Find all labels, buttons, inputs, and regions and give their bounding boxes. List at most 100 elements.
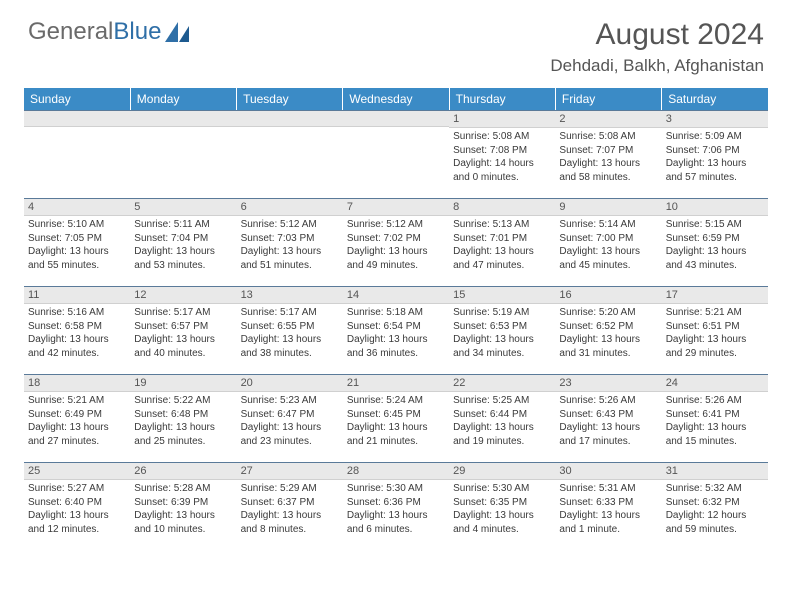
- cell-content: Sunrise: 5:26 AMSunset: 6:43 PMDaylight:…: [555, 392, 661, 452]
- calendar-cell: [343, 110, 449, 198]
- day-header: Wednesday: [343, 88, 449, 110]
- sunrise-text: Sunrise: 5:19 AM: [453, 306, 551, 320]
- sunset-text: Sunset: 6:35 PM: [453, 496, 551, 510]
- cell-content: Sunrise: 5:13 AMSunset: 7:01 PMDaylight:…: [449, 216, 555, 276]
- day-number: 17: [662, 286, 768, 304]
- cell-content: Sunrise: 5:14 AMSunset: 7:00 PMDaylight:…: [555, 216, 661, 276]
- calendar-week: 1Sunrise: 5:08 AMSunset: 7:08 PMDaylight…: [24, 110, 768, 198]
- sunrise-text: Sunrise: 5:26 AM: [666, 394, 764, 408]
- calendar-cell: 17Sunrise: 5:21 AMSunset: 6:51 PMDayligh…: [662, 286, 768, 374]
- cell-content: Sunrise: 5:24 AMSunset: 6:45 PMDaylight:…: [343, 392, 449, 452]
- calendar-cell: 10Sunrise: 5:15 AMSunset: 6:59 PMDayligh…: [662, 198, 768, 286]
- sunset-text: Sunset: 6:52 PM: [559, 320, 657, 334]
- daylight-text: Daylight: 13 hours and 23 minutes.: [241, 421, 339, 448]
- sail-icon: [165, 22, 191, 42]
- sunset-text: Sunset: 6:43 PM: [559, 408, 657, 422]
- cell-content: Sunrise: 5:28 AMSunset: 6:39 PMDaylight:…: [130, 480, 236, 540]
- sunrise-text: Sunrise: 5:10 AM: [28, 218, 126, 232]
- calendar-cell: 15Sunrise: 5:19 AMSunset: 6:53 PMDayligh…: [449, 286, 555, 374]
- cell-content: Sunrise: 5:16 AMSunset: 6:58 PMDaylight:…: [24, 304, 130, 364]
- sunset-text: Sunset: 6:59 PM: [666, 232, 764, 246]
- sunrise-text: Sunrise: 5:17 AM: [241, 306, 339, 320]
- day-header: Friday: [555, 88, 661, 110]
- daylight-text: Daylight: 13 hours and 34 minutes.: [453, 333, 551, 360]
- calendar-cell: 30Sunrise: 5:31 AMSunset: 6:33 PMDayligh…: [555, 462, 661, 550]
- cell-content: Sunrise: 5:21 AMSunset: 6:49 PMDaylight:…: [24, 392, 130, 452]
- calendar-cell: [130, 110, 236, 198]
- daylight-text: Daylight: 13 hours and 51 minutes.: [241, 245, 339, 272]
- sunrise-text: Sunrise: 5:28 AM: [134, 482, 232, 496]
- day-number: 11: [24, 286, 130, 304]
- cell-content: Sunrise: 5:27 AMSunset: 6:40 PMDaylight:…: [24, 480, 130, 540]
- logo-text-gray: General: [28, 18, 113, 46]
- daylight-text: Daylight: 12 hours and 59 minutes.: [666, 509, 764, 536]
- sunset-text: Sunset: 6:32 PM: [666, 496, 764, 510]
- calendar-cell: [237, 110, 343, 198]
- daylight-text: Daylight: 13 hours and 8 minutes.: [241, 509, 339, 536]
- daylight-text: Daylight: 13 hours and 12 minutes.: [28, 509, 126, 536]
- day-number: 10: [662, 198, 768, 216]
- sunset-text: Sunset: 6:57 PM: [134, 320, 232, 334]
- day-number: 13: [237, 286, 343, 304]
- calendar-cell: 24Sunrise: 5:26 AMSunset: 6:41 PMDayligh…: [662, 374, 768, 462]
- calendar-cell: 4Sunrise: 5:10 AMSunset: 7:05 PMDaylight…: [24, 198, 130, 286]
- calendar-body: 1Sunrise: 5:08 AMSunset: 7:08 PMDaylight…: [24, 110, 768, 550]
- calendar-cell: 27Sunrise: 5:29 AMSunset: 6:37 PMDayligh…: [237, 462, 343, 550]
- sunrise-text: Sunrise: 5:21 AM: [666, 306, 764, 320]
- sunrise-text: Sunrise: 5:08 AM: [453, 130, 551, 144]
- sunset-text: Sunset: 6:44 PM: [453, 408, 551, 422]
- cell-content: Sunrise: 5:12 AMSunset: 7:03 PMDaylight:…: [237, 216, 343, 276]
- sunrise-text: Sunrise: 5:09 AM: [666, 130, 764, 144]
- day-number: 9: [555, 198, 661, 216]
- cell-content: Sunrise: 5:18 AMSunset: 6:54 PMDaylight:…: [343, 304, 449, 364]
- day-number: 29: [449, 462, 555, 480]
- calendar-cell: 16Sunrise: 5:20 AMSunset: 6:52 PMDayligh…: [555, 286, 661, 374]
- day-number: [237, 110, 343, 127]
- daylight-text: Daylight: 14 hours and 0 minutes.: [453, 157, 551, 184]
- logo: GeneralBlue: [28, 18, 191, 46]
- sunset-text: Sunset: 7:00 PM: [559, 232, 657, 246]
- day-number: [343, 110, 449, 127]
- day-number: 1: [449, 110, 555, 128]
- day-number: 25: [24, 462, 130, 480]
- day-number: 27: [237, 462, 343, 480]
- calendar-week: 25Sunrise: 5:27 AMSunset: 6:40 PMDayligh…: [24, 462, 768, 550]
- sunrise-text: Sunrise: 5:12 AM: [241, 218, 339, 232]
- calendar-cell: 22Sunrise: 5:25 AMSunset: 6:44 PMDayligh…: [449, 374, 555, 462]
- sunrise-text: Sunrise: 5:18 AM: [347, 306, 445, 320]
- daylight-text: Daylight: 13 hours and 29 minutes.: [666, 333, 764, 360]
- sunset-text: Sunset: 6:48 PM: [134, 408, 232, 422]
- calendar-header-row: SundayMondayTuesdayWednesdayThursdayFrid…: [24, 88, 768, 110]
- calendar-cell: 11Sunrise: 5:16 AMSunset: 6:58 PMDayligh…: [24, 286, 130, 374]
- day-number: 30: [555, 462, 661, 480]
- day-number: 15: [449, 286, 555, 304]
- calendar-cell: 26Sunrise: 5:28 AMSunset: 6:39 PMDayligh…: [130, 462, 236, 550]
- cell-content: Sunrise: 5:30 AMSunset: 6:36 PMDaylight:…: [343, 480, 449, 540]
- daylight-text: Daylight: 13 hours and 36 minutes.: [347, 333, 445, 360]
- daylight-text: Daylight: 13 hours and 53 minutes.: [134, 245, 232, 272]
- calendar-cell: 5Sunrise: 5:11 AMSunset: 7:04 PMDaylight…: [130, 198, 236, 286]
- sunrise-text: Sunrise: 5:16 AM: [28, 306, 126, 320]
- day-header: Sunday: [24, 88, 130, 110]
- calendar-week: 18Sunrise: 5:21 AMSunset: 6:49 PMDayligh…: [24, 374, 768, 462]
- calendar-cell: 3Sunrise: 5:09 AMSunset: 7:06 PMDaylight…: [662, 110, 768, 198]
- cell-content: Sunrise: 5:19 AMSunset: 6:53 PMDaylight:…: [449, 304, 555, 364]
- daylight-text: Daylight: 13 hours and 47 minutes.: [453, 245, 551, 272]
- title-block: August 2024 Dehdadi, Balkh, Afghanistan: [550, 18, 764, 76]
- day-number: 6: [237, 198, 343, 216]
- sunset-text: Sunset: 6:54 PM: [347, 320, 445, 334]
- day-number: 7: [343, 198, 449, 216]
- daylight-text: Daylight: 13 hours and 10 minutes.: [134, 509, 232, 536]
- cell-content: Sunrise: 5:21 AMSunset: 6:51 PMDaylight:…: [662, 304, 768, 364]
- sunrise-text: Sunrise: 5:20 AM: [559, 306, 657, 320]
- sunrise-text: Sunrise: 5:22 AM: [134, 394, 232, 408]
- day-number: 8: [449, 198, 555, 216]
- sunset-text: Sunset: 7:07 PM: [559, 144, 657, 158]
- sunrise-text: Sunrise: 5:30 AM: [347, 482, 445, 496]
- daylight-text: Daylight: 13 hours and 1 minute.: [559, 509, 657, 536]
- day-number: [130, 110, 236, 127]
- cell-content: Sunrise: 5:11 AMSunset: 7:04 PMDaylight:…: [130, 216, 236, 276]
- calendar-cell: 31Sunrise: 5:32 AMSunset: 6:32 PMDayligh…: [662, 462, 768, 550]
- day-number: 23: [555, 374, 661, 392]
- calendar-week: 4Sunrise: 5:10 AMSunset: 7:05 PMDaylight…: [24, 198, 768, 286]
